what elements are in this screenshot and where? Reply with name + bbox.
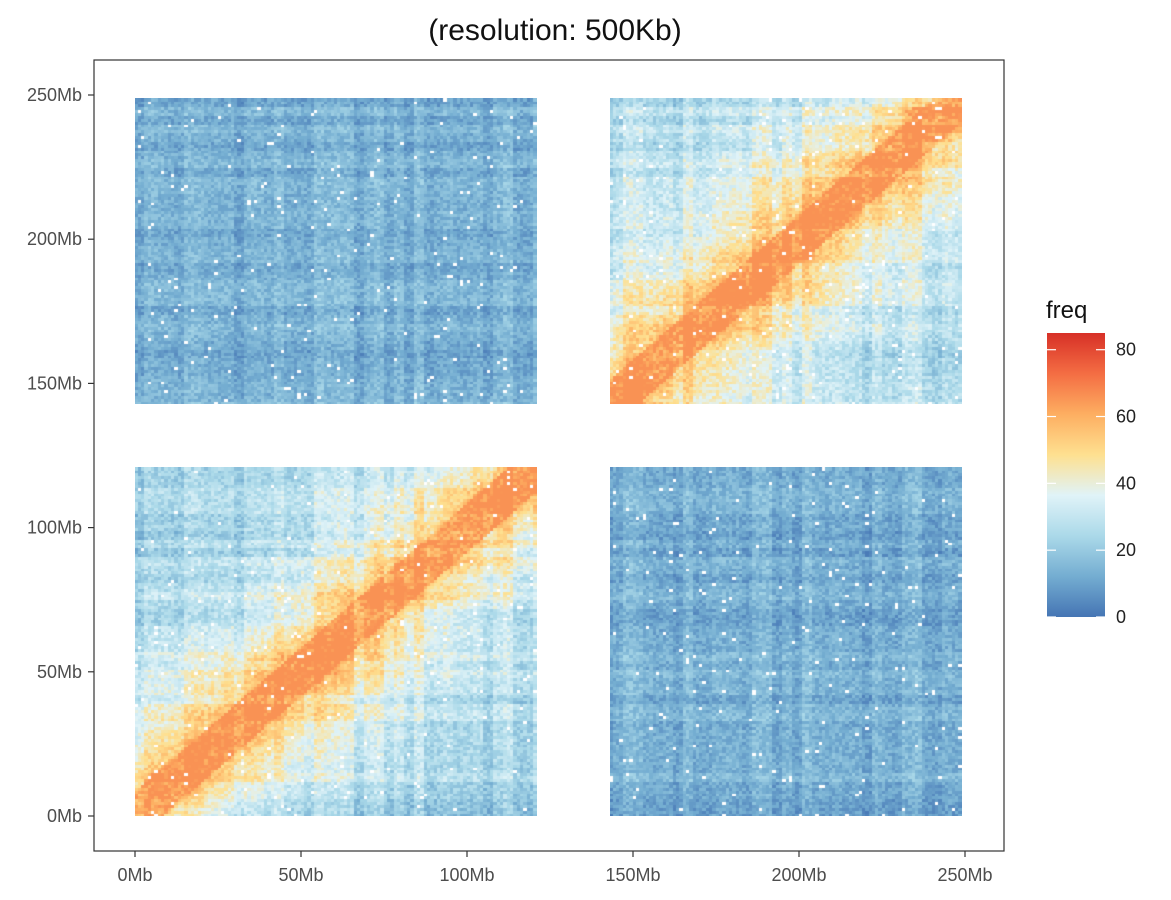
legend-title: freq <box>1046 297 1087 324</box>
legend-colorbar <box>1047 333 1105 617</box>
heatmap-canvas-chr1-chr2 <box>135 97 537 404</box>
heatmap-block-chr2-chr1 <box>609 467 962 817</box>
legend: freq 0 20 40 60 80 <box>1046 297 1136 627</box>
y-tick-label: 200Mb <box>27 229 82 249</box>
x-tick-label: 100Mb <box>439 865 494 885</box>
y-tick-label: 50Mb <box>37 662 82 682</box>
x-tick-label: 250Mb <box>937 865 992 885</box>
y-tick-label: 0Mb <box>47 806 82 826</box>
y-tick-label: 100Mb <box>27 518 82 538</box>
legend-tick-label: 40 <box>1116 473 1136 493</box>
heatmap-canvas-chr2-chr2 <box>609 97 962 404</box>
y-tick-label: 250Mb <box>27 85 82 105</box>
panel-border <box>93 59 1005 852</box>
x-tick-label: 0Mb <box>117 865 152 885</box>
legend-ticks: 0 20 40 60 80 <box>1047 340 1136 627</box>
heatmap-canvas-chr2-chr1 <box>609 467 962 817</box>
x-tick-label: 200Mb <box>771 865 826 885</box>
heatmap-blocks <box>135 97 962 817</box>
x-tick-label: 50Mb <box>278 865 323 885</box>
y-axis: 0Mb 50Mb 100Mb 150Mb 200Mb 250Mb <box>27 85 94 826</box>
x-axis: 0Mb 50Mb 100Mb 150Mb 200Mb 250Mb <box>117 851 993 885</box>
legend-tick-label: 20 <box>1116 540 1136 560</box>
heatmap-block-chr2-chr2 <box>609 97 962 404</box>
chart-title: (resolution: 500Kb) <box>428 14 681 47</box>
legend-tick-label: 0 <box>1116 607 1126 627</box>
heatmap-block-chr1-chr2 <box>135 97 537 404</box>
heatmap-canvas-chr1-chr1 <box>135 467 537 817</box>
legend-tick-label: 80 <box>1116 340 1136 360</box>
legend-tick-label: 60 <box>1116 407 1136 427</box>
x-tick-label: 150Mb <box>605 865 660 885</box>
heatmap-block-chr1-chr1 <box>135 467 537 817</box>
y-tick-label: 150Mb <box>27 373 82 393</box>
